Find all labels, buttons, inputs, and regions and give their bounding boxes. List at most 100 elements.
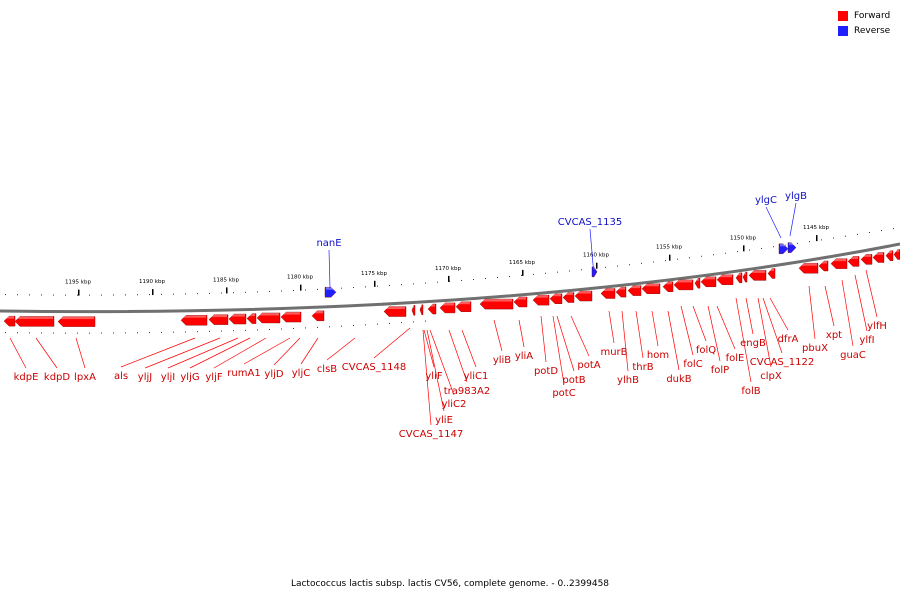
gene-arrow — [615, 286, 627, 298]
gene-arrow — [847, 256, 860, 267]
leader-line — [75, 337, 86, 369]
scale-dot — [257, 329, 258, 331]
scale-dot — [29, 332, 30, 334]
leader-line — [243, 337, 291, 365]
gene-arrow-highlight — [675, 279, 692, 283]
scale-dot — [89, 332, 90, 334]
leader-line — [326, 337, 356, 361]
gene-arrow — [455, 301, 472, 312]
scale-dot — [53, 294, 54, 296]
scale-dot — [29, 294, 30, 296]
scale-dot — [497, 277, 498, 279]
scale-tick — [669, 254, 671, 261]
scale-tick — [522, 269, 524, 276]
gene-arrow — [627, 285, 642, 296]
scale-tick — [152, 289, 154, 296]
legend-reverse-label: Reverse — [854, 25, 891, 36]
gene-label-cvcas-1147: CVCAS_1147 — [399, 429, 463, 440]
gene-arrow-highlight — [457, 301, 470, 305]
scale-dot — [413, 321, 414, 323]
scale-label: 1150 kbp — [730, 235, 756, 241]
scale-dot — [137, 332, 138, 334]
scale-dot — [893, 228, 894, 230]
scale-label: 1145 kbp — [803, 225, 829, 231]
scale-dot — [281, 290, 282, 292]
gene-label-fole: folE — [726, 353, 745, 364]
scale-dot — [269, 290, 270, 292]
gene-labels: kdpE kdpD lpxA als yljJ yljI yljG yljF rumA1 yljD… — [14, 191, 887, 440]
scale-dot — [185, 293, 186, 295]
gene-arrow-highlight — [421, 304, 422, 308]
gene-arrow-highlight — [800, 263, 817, 266]
gene-label-yljd: yljD — [264, 369, 283, 380]
gene-arrow-highlight — [602, 288, 614, 291]
scale-dot — [173, 293, 174, 295]
scale-dot — [125, 294, 126, 296]
gene-arrow-highlight — [248, 313, 255, 317]
scale-dot — [5, 294, 6, 296]
gene-arrow — [787, 242, 797, 253]
gene-label-folc: folC — [683, 359, 702, 370]
leader-line — [422, 329, 432, 426]
gene-label-ylhb: ylhB — [617, 375, 639, 386]
gene-arrow-highlight — [441, 302, 454, 306]
leader-line — [841, 279, 854, 347]
scale-dot — [293, 289, 294, 291]
gene-arrow — [778, 243, 789, 255]
gene-arrow — [600, 288, 616, 299]
leader-line — [789, 202, 797, 237]
scale-dot — [737, 251, 738, 253]
scale-dot — [161, 331, 162, 333]
leader-line — [692, 305, 707, 342]
scale-label: 1180 kbp — [287, 275, 313, 281]
gene-arrow — [479, 298, 514, 310]
gene-label-ylfi: ylfI — [859, 335, 874, 346]
gene-label-ylic1: yliC1 — [464, 371, 489, 382]
scale-dot — [689, 257, 690, 259]
gene-label-murb: murB — [600, 347, 627, 358]
leader-line — [189, 337, 251, 369]
leader-line — [680, 305, 694, 356]
scale-dot — [185, 331, 186, 333]
scale-dot — [17, 332, 18, 334]
gene-arrow-highlight — [887, 250, 892, 254]
gene-arrow-highlight — [696, 278, 699, 281]
leader-line — [518, 319, 525, 348]
scale-dot — [569, 270, 570, 272]
scale-dot — [473, 278, 474, 280]
leader-line — [328, 249, 331, 289]
leader-line — [213, 337, 267, 369]
legend-reverse: Reverse — [838, 23, 890, 38]
leader-line — [493, 319, 503, 352]
leader-line — [35, 337, 58, 369]
leader-line — [167, 337, 239, 369]
scale-tick — [300, 284, 302, 291]
scale-dot — [161, 293, 162, 295]
scale-dot — [377, 285, 378, 287]
scale-dot — [845, 235, 846, 237]
scale-dot — [677, 258, 678, 260]
scale-dot — [581, 269, 582, 271]
scale-label: 1175 kbp — [361, 271, 387, 277]
gene-label-yljf: yljF — [205, 372, 222, 383]
gene-label-tra983a2: tra983A2 — [444, 386, 490, 397]
gene-label-guac: guaC — [840, 350, 866, 361]
leader-line — [9, 337, 27, 369]
gene-label-ylfh: ylfH — [867, 321, 887, 332]
scale-dot — [221, 292, 222, 294]
gene-arrow — [641, 283, 661, 294]
gene-arrow-highlight — [750, 270, 765, 273]
leader-line — [769, 297, 789, 331]
gene-arrow-highlight — [182, 315, 206, 318]
scale-dot — [545, 272, 546, 274]
gene-label-ylgc: ylgC — [755, 195, 777, 206]
scale-dot — [77, 294, 78, 296]
gene-label-ylif: yliF — [425, 371, 442, 382]
gene-arrow-highlight — [576, 291, 591, 294]
gene-arrow — [562, 292, 575, 303]
gene-arrow-highlight — [862, 254, 871, 257]
scale-label: 1155 kbp — [656, 245, 682, 251]
gene-label-pbux: pbuX — [802, 343, 828, 354]
scale-dot — [341, 287, 342, 289]
scale-dot — [389, 322, 390, 324]
